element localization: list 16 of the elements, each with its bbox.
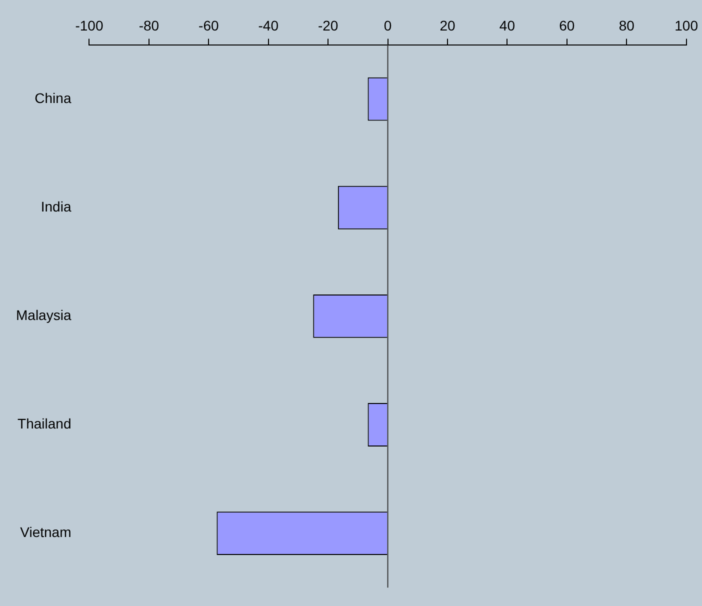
y-tick-label: India bbox=[40, 198, 72, 214]
x-tick-label: -100 bbox=[75, 17, 104, 34]
x-tick-label: -60 bbox=[198, 17, 219, 34]
x-tick-label: 80 bbox=[618, 17, 635, 34]
x-tick-label: 0 bbox=[384, 17, 392, 34]
y-tick-label: China bbox=[34, 90, 72, 106]
x-tick-label: -20 bbox=[318, 17, 338, 34]
y-tick-label: Malaysia bbox=[16, 307, 72, 324]
y-tick-label: Thailand bbox=[18, 416, 72, 432]
x-tick-label: 40 bbox=[499, 17, 516, 34]
x-tick-label: 20 bbox=[440, 17, 456, 34]
x-tick-label: -80 bbox=[138, 17, 160, 34]
x-tick-label: 100 bbox=[674, 17, 698, 34]
x-tick-label: -40 bbox=[258, 17, 279, 34]
x-tick-label: 60 bbox=[559, 17, 575, 34]
y-tick-label: Vietnam bbox=[20, 524, 72, 540]
